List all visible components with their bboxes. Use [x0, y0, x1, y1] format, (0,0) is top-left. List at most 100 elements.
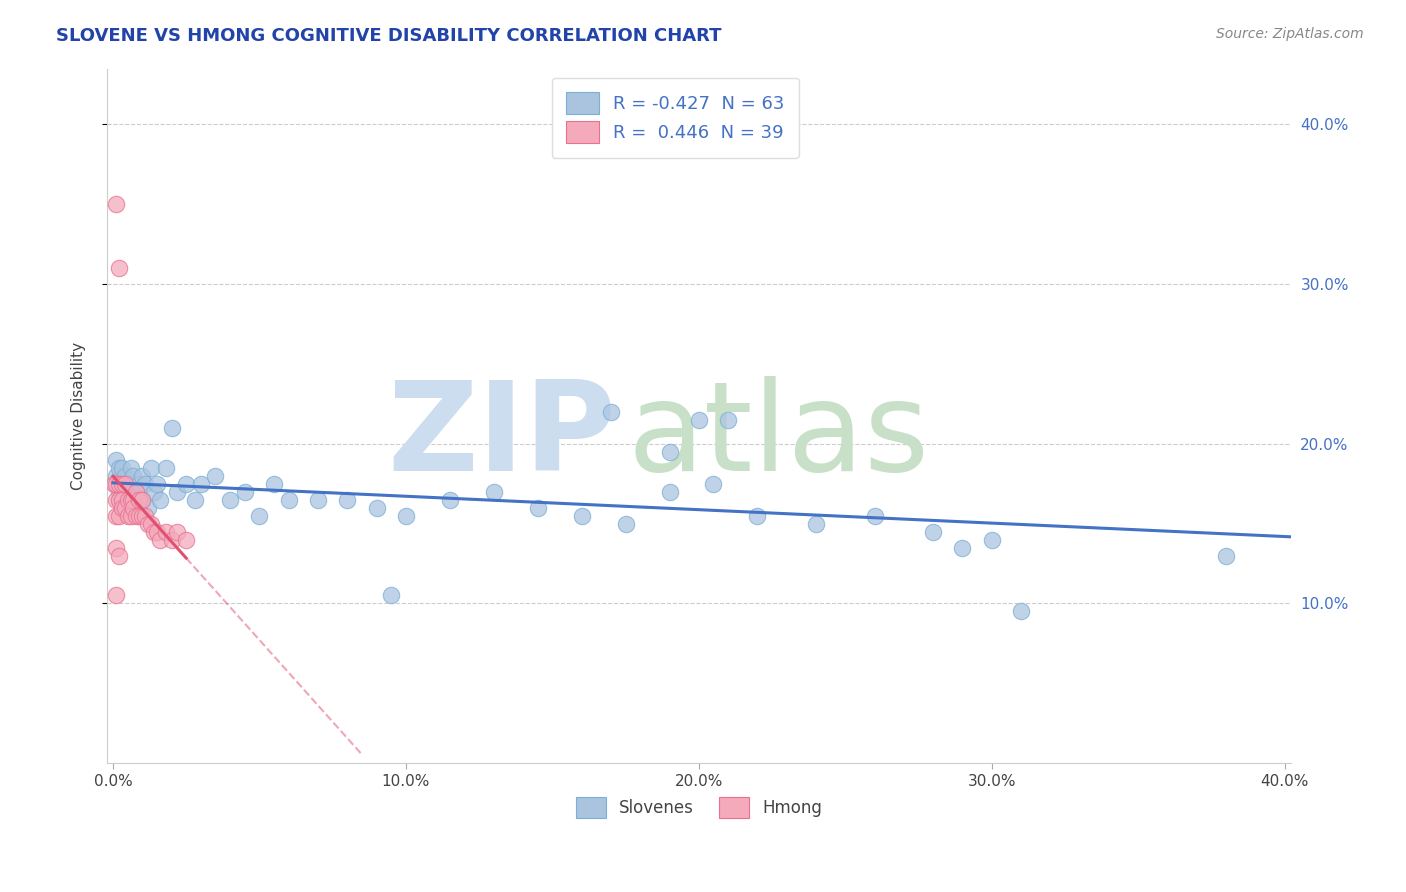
Point: [142, 524, 165, 539]
Point: [249, 508, 271, 523]
Point: [125, 500, 148, 515]
Point: [107, 549, 129, 563]
Point: [114, 476, 136, 491]
Point: [277, 492, 299, 507]
Point: [160, 533, 183, 547]
Point: [104, 541, 127, 555]
Point: [922, 524, 945, 539]
Point: [160, 421, 183, 435]
Point: [139, 460, 162, 475]
Point: [107, 484, 129, 499]
Point: [1215, 549, 1237, 563]
Point: [863, 508, 886, 523]
Point: [134, 508, 156, 523]
Point: [103, 476, 125, 491]
Point: [952, 541, 974, 555]
Point: [131, 492, 153, 507]
Point: [122, 492, 145, 507]
Legend: Slovenes, Hmong: Slovenes, Hmong: [569, 790, 828, 824]
Text: SLOVENE VS HMONG COGNITIVE DISABILITY CORRELATION CHART: SLOVENE VS HMONG COGNITIVE DISABILITY CO…: [56, 27, 721, 45]
Point: [111, 476, 134, 491]
Point: [184, 492, 207, 507]
Point: [131, 508, 153, 523]
Point: [104, 468, 127, 483]
Point: [166, 484, 188, 499]
Point: [125, 484, 148, 499]
Point: [219, 492, 242, 507]
Point: [149, 492, 172, 507]
Point: [104, 492, 127, 507]
Point: [114, 468, 136, 483]
Point: [111, 500, 134, 515]
Point: [122, 492, 145, 507]
Point: [107, 492, 129, 507]
Point: [526, 500, 548, 515]
Point: [747, 508, 769, 523]
Point: [204, 468, 226, 483]
Point: [174, 476, 197, 491]
Point: [190, 476, 212, 491]
Point: [131, 492, 153, 507]
Point: [134, 476, 156, 491]
Point: [125, 484, 148, 499]
Point: [120, 508, 142, 523]
Point: [104, 508, 127, 523]
Point: [128, 492, 150, 507]
Point: [111, 492, 134, 507]
Point: [380, 589, 402, 603]
Point: [149, 533, 172, 547]
Point: [366, 500, 388, 515]
Point: [146, 524, 169, 539]
Point: [128, 476, 150, 491]
Point: [104, 476, 127, 491]
Point: [111, 476, 134, 491]
Point: [614, 516, 637, 531]
Y-axis label: Cognitive Disability: Cognitive Disability: [72, 342, 86, 490]
Point: [139, 516, 162, 531]
Point: [114, 476, 136, 491]
Point: [702, 476, 724, 491]
Point: [120, 476, 142, 491]
Text: ZIP: ZIP: [387, 376, 616, 497]
Point: [136, 516, 159, 531]
Point: [107, 492, 129, 507]
Point: [263, 476, 285, 491]
Point: [117, 492, 139, 507]
Point: [155, 524, 177, 539]
Point: [571, 508, 593, 523]
Point: [1010, 604, 1032, 618]
Point: [174, 533, 197, 547]
Point: [128, 508, 150, 523]
Point: [111, 500, 134, 515]
Point: [125, 508, 148, 523]
Point: [439, 492, 461, 507]
Point: [136, 500, 159, 515]
Point: [336, 492, 359, 507]
Point: [120, 460, 142, 475]
Point: [804, 516, 827, 531]
Point: [104, 197, 127, 211]
Point: [131, 468, 153, 483]
Point: [142, 484, 165, 499]
Point: [117, 508, 139, 523]
Point: [122, 468, 145, 483]
Point: [107, 460, 129, 475]
Point: [104, 452, 127, 467]
Point: [166, 524, 188, 539]
Point: [658, 444, 681, 458]
Point: [307, 492, 329, 507]
Point: [600, 405, 623, 419]
Point: [122, 500, 145, 515]
Point: [117, 484, 139, 499]
Point: [980, 533, 1002, 547]
Point: [104, 589, 127, 603]
Point: [717, 413, 740, 427]
Text: Source: ZipAtlas.com: Source: ZipAtlas.com: [1216, 27, 1364, 41]
Point: [107, 508, 129, 523]
Point: [111, 460, 134, 475]
Point: [107, 261, 129, 276]
Point: [146, 476, 169, 491]
Point: [120, 492, 142, 507]
Point: [114, 500, 136, 515]
Point: [688, 413, 710, 427]
